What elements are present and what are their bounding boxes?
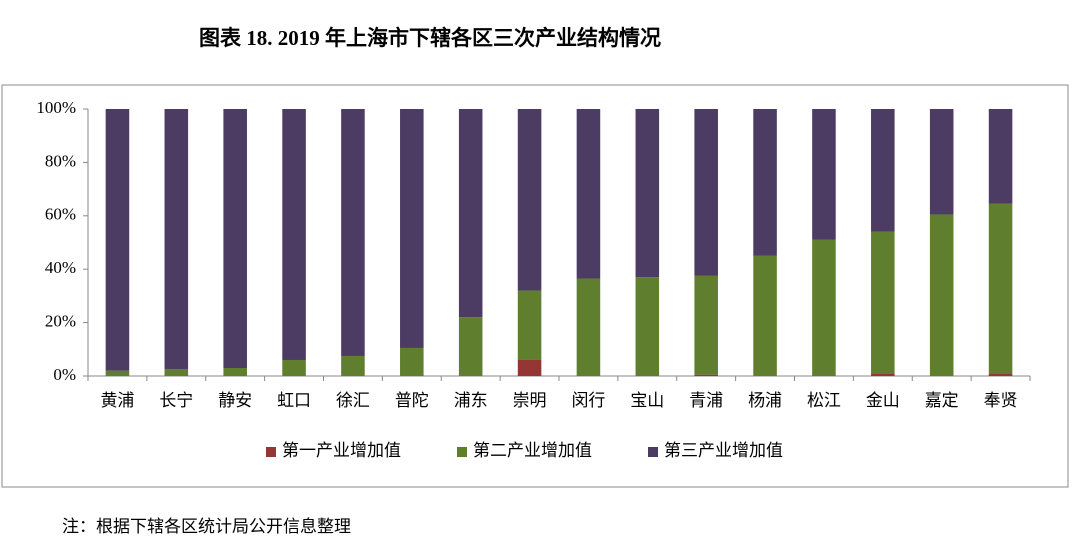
legend-swatch [457, 447, 467, 457]
y-tick-label: 60% [45, 205, 76, 224]
chart-frame [1, 84, 1069, 488]
y-tick-label: 40% [45, 258, 76, 277]
x-tick-label: 普陀 [395, 391, 429, 410]
x-tick-label: 松江 [807, 391, 841, 410]
bar-segment [458, 317, 483, 376]
legend-swatch [648, 447, 658, 457]
bar-segment [635, 109, 660, 278]
y-tick-label: 0% [53, 365, 76, 384]
bar-segment [753, 109, 777, 256]
y-tick-label: 20% [45, 312, 76, 331]
bar-segment [635, 277, 660, 376]
x-tick-label: 闵行 [571, 391, 605, 410]
bar-segment [576, 278, 601, 376]
bar-segment [341, 109, 365, 356]
bar-segment [871, 373, 895, 376]
legend-label: 第二产业增加值 [473, 441, 592, 460]
x-tick-label: 宝山 [630, 391, 664, 410]
x-tick-label: 长宁 [159, 391, 193, 410]
bar-segment [812, 239, 836, 376]
bar-segment [164, 109, 189, 370]
bar-segment [988, 373, 1013, 376]
bar-segment [341, 355, 365, 376]
bar-segment [929, 214, 954, 376]
bar-segment [812, 375, 836, 376]
chart-title: 图表 18. 2019 年上海市下辖各区三次产业结构情况 [199, 26, 661, 50]
bar-segment [223, 109, 247, 368]
bar-segment [164, 369, 189, 376]
bar-segment [223, 367, 247, 376]
bar-segment [282, 109, 306, 360]
x-tick-label: 杨浦 [748, 391, 782, 410]
bar-segment [929, 109, 954, 215]
x-tick-label: 青浦 [689, 391, 723, 410]
legend-label: 第一产业增加值 [282, 441, 401, 460]
bar-segment [988, 109, 1013, 204]
bar-segment [694, 275, 718, 375]
bar-segment [458, 109, 483, 318]
bar-segment [694, 374, 718, 376]
x-tick-label: 嘉定 [925, 391, 959, 410]
legend-label: 第三产业增加值 [664, 441, 783, 460]
x-tick-label: 静安 [218, 391, 252, 410]
bar-segment [753, 255, 777, 376]
bar-segment [400, 347, 424, 376]
bar-segment [105, 370, 130, 376]
bar-segment [282, 359, 306, 376]
bar-segment [105, 109, 130, 371]
y-tick-label: 80% [45, 151, 76, 170]
legend-swatch [266, 447, 276, 457]
x-tick-label: 浦东 [454, 391, 488, 410]
bar-segment [517, 359, 542, 376]
bar-segment [400, 109, 424, 348]
bar-segment [517, 109, 542, 291]
bar-segment [812, 109, 836, 240]
x-tick-label: 崇明 [513, 391, 547, 410]
bar-segment [694, 109, 718, 276]
y-tick-label: 100% [36, 98, 76, 117]
bar-segment [988, 203, 1013, 374]
bar-segment [871, 109, 895, 232]
x-tick-label: 徐汇 [336, 391, 370, 410]
bar-segment [871, 231, 895, 374]
note: 注：根据下辖各区统计局公开信息整理 [62, 517, 351, 536]
x-tick-label: 虹口 [277, 391, 311, 410]
bar-segment [576, 109, 601, 279]
bar-segment [517, 290, 542, 360]
x-tick-label: 奉贤 [984, 391, 1018, 410]
x-tick-label: 黄浦 [100, 391, 134, 410]
x-tick-label: 金山 [866, 391, 900, 410]
